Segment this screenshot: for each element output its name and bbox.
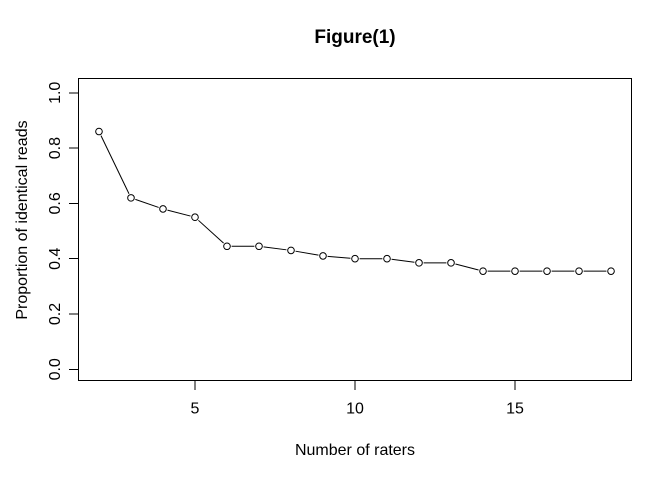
x-axis-label: Number of raters xyxy=(294,442,416,459)
data-point-marker xyxy=(255,242,263,251)
data-point-marker xyxy=(511,267,519,275)
y-tick-label: 0.0 xyxy=(47,358,64,380)
y-tick-label: 1.0 xyxy=(47,82,64,104)
series-line-segment xyxy=(295,250,319,256)
data-point-marker xyxy=(159,205,167,213)
series-line-segment xyxy=(135,198,159,208)
data-point-marker xyxy=(319,252,327,260)
y-tick-label: 0.8 xyxy=(47,137,64,159)
series-line-segment xyxy=(455,263,479,271)
data-point-marker xyxy=(351,254,359,263)
data-point-marker xyxy=(95,127,103,136)
x-tick-label: 5 xyxy=(191,401,200,418)
series-line-segment xyxy=(100,135,130,194)
data-point-marker xyxy=(223,242,231,251)
data-point-marker xyxy=(415,259,423,267)
x-tick-label: 15 xyxy=(506,401,524,418)
data-point-marker xyxy=(543,267,551,275)
data-point-marker xyxy=(191,213,199,222)
plot-box xyxy=(78,78,632,381)
series-line-segment xyxy=(198,219,224,244)
data-point-marker xyxy=(575,267,583,275)
y-tick-label: 0.6 xyxy=(47,192,64,214)
data-point-marker xyxy=(287,246,295,255)
series-line-segment xyxy=(167,209,191,217)
y-tick-label: 0.4 xyxy=(47,247,64,269)
x-tick-label: 10 xyxy=(346,401,364,418)
data-point-marker xyxy=(447,259,455,267)
data-point-marker xyxy=(607,267,615,275)
data-point-marker xyxy=(127,194,135,202)
series-line-segment xyxy=(391,258,415,263)
y-tick-label: 0.2 xyxy=(47,303,64,325)
series-line-segment xyxy=(263,246,287,251)
series-line-segment xyxy=(327,255,351,259)
data-point-marker xyxy=(383,254,391,263)
data-point-marker xyxy=(479,267,487,275)
chart-title: Figure(1) xyxy=(314,27,396,48)
